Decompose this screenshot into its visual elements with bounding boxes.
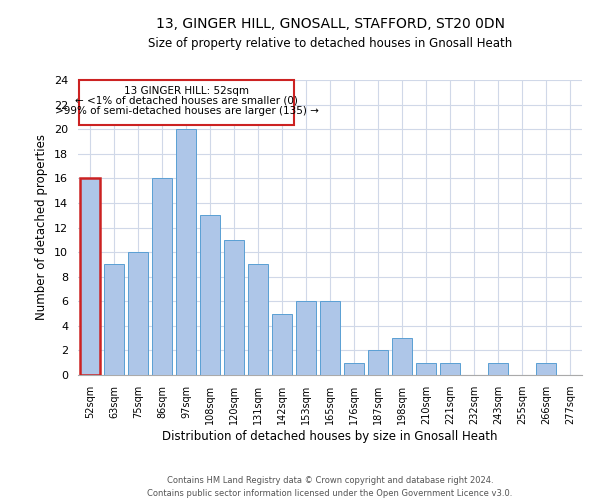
Y-axis label: Number of detached properties: Number of detached properties [35,134,49,320]
Bar [368,350,388,375]
Bar [128,252,148,375]
Text: Size of property relative to detached houses in Gnosall Heath: Size of property relative to detached ho… [148,38,512,51]
Bar [416,362,436,375]
Bar [79,80,294,126]
Bar [224,240,244,375]
Text: 13, GINGER HILL, GNOSALL, STAFFORD, ST20 0DN: 13, GINGER HILL, GNOSALL, STAFFORD, ST20… [155,18,505,32]
Bar [176,129,196,375]
X-axis label: Distribution of detached houses by size in Gnosall Heath: Distribution of detached houses by size … [162,430,498,443]
Bar [248,264,268,375]
Text: >99% of semi-detached houses are larger (135) →: >99% of semi-detached houses are larger … [55,106,319,116]
Bar [152,178,172,375]
Bar [272,314,292,375]
Bar [200,215,220,375]
Bar [392,338,412,375]
Text: Contains HM Land Registry data © Crown copyright and database right 2024.: Contains HM Land Registry data © Crown c… [167,476,493,485]
Bar [80,178,100,375]
Bar [488,362,508,375]
Bar [296,301,316,375]
Bar [440,362,460,375]
Text: Contains public sector information licensed under the Open Government Licence v3: Contains public sector information licen… [148,489,512,498]
Bar [536,362,556,375]
Bar [344,362,364,375]
Text: ← <1% of detached houses are smaller (0): ← <1% of detached houses are smaller (0) [75,96,298,106]
Text: 13 GINGER HILL: 52sqm: 13 GINGER HILL: 52sqm [124,86,249,96]
Bar [104,264,124,375]
Bar [320,301,340,375]
